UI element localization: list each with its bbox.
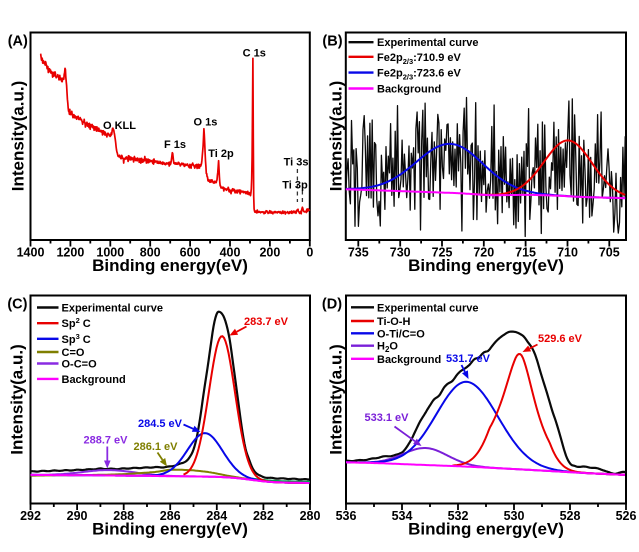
svg-text:Intensity(a.u.): Intensity(a.u.) [327, 81, 346, 192]
svg-text:O 1s: O 1s [193, 117, 217, 129]
svg-text:1400: 1400 [17, 245, 45, 259]
svg-text:Experimental curve: Experimental curve [377, 37, 479, 49]
svg-text:710: 710 [557, 245, 578, 259]
svg-text:705: 705 [599, 245, 620, 259]
svg-text:H2O: H2O [377, 341, 398, 355]
svg-text:1200: 1200 [56, 245, 84, 259]
svg-text:531.7 eV: 531.7 eV [446, 353, 491, 365]
svg-text:600: 600 [180, 245, 201, 259]
svg-text:286.1 eV: 286.1 eV [133, 441, 178, 453]
svg-text:Intensity(a.u.): Intensity(a.u.) [9, 81, 28, 192]
svg-text:Background: Background [377, 84, 441, 96]
svg-text:Binding energy(eV): Binding energy(eV) [92, 256, 248, 275]
svg-text:529.6 eV: 529.6 eV [538, 333, 583, 345]
svg-text:283.7 eV: 283.7 eV [244, 316, 289, 328]
svg-text:Ti 2p: Ti 2p [208, 148, 234, 160]
svg-text:Ti 3p: Ti 3p [282, 180, 308, 192]
svg-text:(A): (A) [8, 33, 28, 49]
svg-text:Intensity(a.u.): Intensity(a.u.) [327, 344, 346, 455]
svg-text:O-C=O: O-C=O [62, 359, 98, 371]
svg-text:Background: Background [62, 374, 126, 386]
svg-text:284.5 eV: 284.5 eV [138, 418, 183, 430]
svg-text:725: 725 [432, 245, 453, 259]
svg-text:Intensity(a.u.): Intensity(a.u.) [8, 344, 27, 455]
svg-text:530: 530 [504, 509, 525, 523]
svg-text:Experimental curve: Experimental curve [377, 302, 479, 314]
svg-text:Experimental curve: Experimental curve [62, 303, 164, 315]
svg-text:O KLL: O KLL [103, 120, 136, 132]
svg-text:533.1 eV: 533.1 eV [364, 412, 409, 424]
svg-text:735: 735 [348, 245, 369, 259]
svg-text:286: 286 [160, 509, 181, 523]
svg-text:(B): (B) [322, 33, 342, 49]
svg-text:534: 534 [392, 509, 413, 523]
svg-text:536: 536 [336, 509, 357, 523]
svg-text:288.7 eV: 288.7 eV [83, 435, 128, 447]
svg-text:400: 400 [220, 245, 241, 259]
svg-text:1000: 1000 [96, 245, 124, 259]
svg-text:Sp3 C: Sp3 C [62, 332, 91, 346]
svg-text:200: 200 [259, 245, 280, 259]
svg-text:(D): (D) [322, 297, 342, 313]
svg-text:(C): (C) [7, 297, 27, 313]
svg-text:Fe2p2/3:723.6 eV: Fe2p2/3:723.6 eV [377, 68, 461, 82]
svg-text:Binding energy(eV): Binding energy(eV) [92, 520, 248, 539]
svg-text:Binding energy(eV): Binding energy(eV) [408, 256, 564, 275]
svg-text:Ti 3s: Ti 3s [284, 157, 309, 169]
svg-text:0: 0 [306, 245, 313, 259]
svg-text:C 1s: C 1s [243, 48, 266, 60]
svg-text:Fe2p2/3:710.9 eV: Fe2p2/3:710.9 eV [377, 52, 461, 66]
svg-text:Binding energy(eV): Binding energy(eV) [408, 520, 564, 539]
svg-text:288: 288 [113, 509, 134, 523]
svg-text:528: 528 [560, 509, 581, 523]
svg-text:284: 284 [206, 509, 227, 523]
svg-text:C=O: C=O [62, 347, 85, 359]
svg-text:290: 290 [67, 509, 88, 523]
svg-text:Sp2 C: Sp2 C [62, 316, 91, 330]
svg-text:280: 280 [300, 509, 321, 523]
svg-text:282: 282 [253, 509, 274, 523]
svg-text:F 1s: F 1s [164, 139, 186, 151]
svg-text:292: 292 [20, 509, 41, 523]
svg-text:Ti-O-H: Ti-O-H [377, 316, 410, 328]
svg-text:526: 526 [616, 509, 637, 523]
svg-text:Background: Background [377, 354, 441, 366]
svg-text:O-Ti/C=O: O-Ti/C=O [377, 328, 425, 340]
svg-text:715: 715 [515, 245, 536, 259]
svg-text:730: 730 [390, 245, 411, 259]
svg-text:800: 800 [140, 245, 161, 259]
svg-text:532: 532 [448, 509, 469, 523]
svg-text:720: 720 [473, 245, 494, 259]
